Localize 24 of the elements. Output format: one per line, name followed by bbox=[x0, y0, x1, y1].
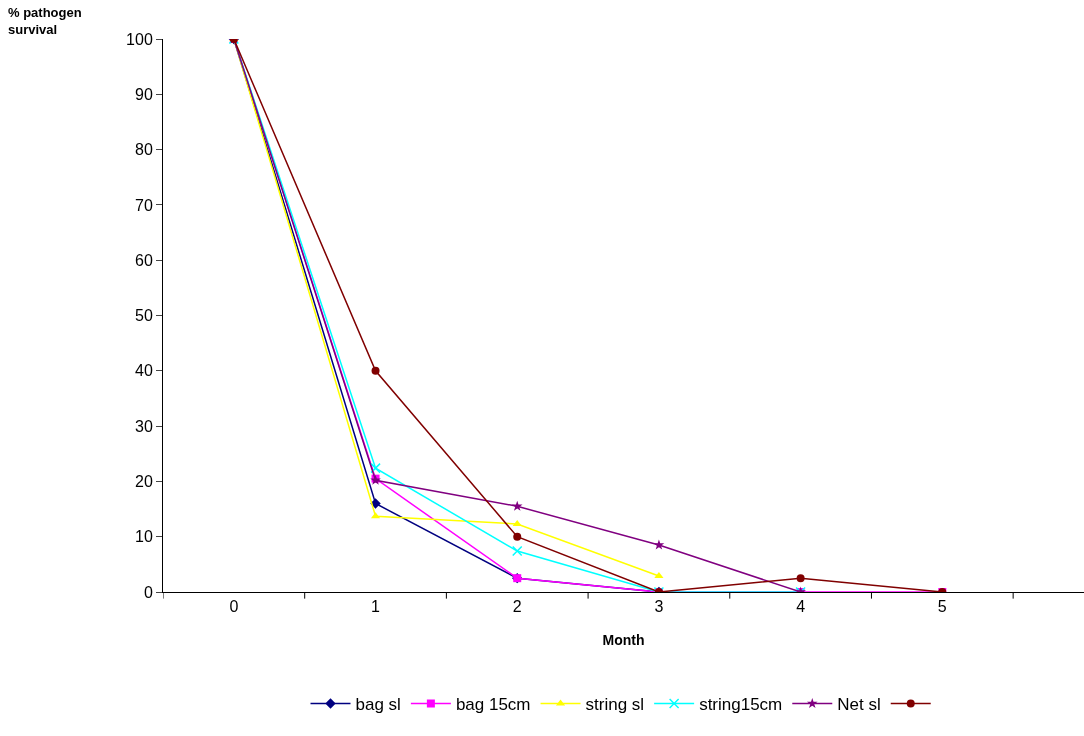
x-tick-label: 4 bbox=[796, 598, 806, 616]
x-axis-title: Month bbox=[602, 631, 645, 648]
legend-label: bag sl bbox=[355, 695, 401, 715]
y-tick-label: 50 bbox=[135, 307, 153, 325]
x-tick-label: 0 bbox=[229, 598, 239, 616]
y-tick-label: 30 bbox=[135, 417, 153, 435]
y-tick-label: 100 bbox=[126, 30, 153, 48]
y-tick-label: 80 bbox=[135, 141, 153, 159]
y-tick-label: 60 bbox=[135, 251, 153, 269]
y-tick-label: 90 bbox=[135, 85, 153, 103]
legend-label: string15cm bbox=[699, 695, 783, 715]
y-tick-label: 70 bbox=[135, 196, 153, 214]
legend-label: bag 15cm bbox=[455, 695, 531, 715]
x-tick-label: 2 bbox=[512, 598, 522, 616]
legend-label: string sl bbox=[585, 695, 645, 715]
y-tick-label: 10 bbox=[135, 528, 153, 546]
x-tick-label: 3 bbox=[654, 598, 664, 616]
x-tick-label: 5 bbox=[937, 598, 947, 616]
legend-label: Net sl bbox=[837, 695, 881, 715]
x-tick-label: 1 bbox=[371, 598, 381, 616]
y-tick-label: 0 bbox=[143, 583, 153, 601]
y-tick-label: 40 bbox=[135, 362, 153, 380]
y-axis-title: % pathogen survival bbox=[8, 5, 82, 37]
y-tick-label: 20 bbox=[135, 473, 153, 490]
